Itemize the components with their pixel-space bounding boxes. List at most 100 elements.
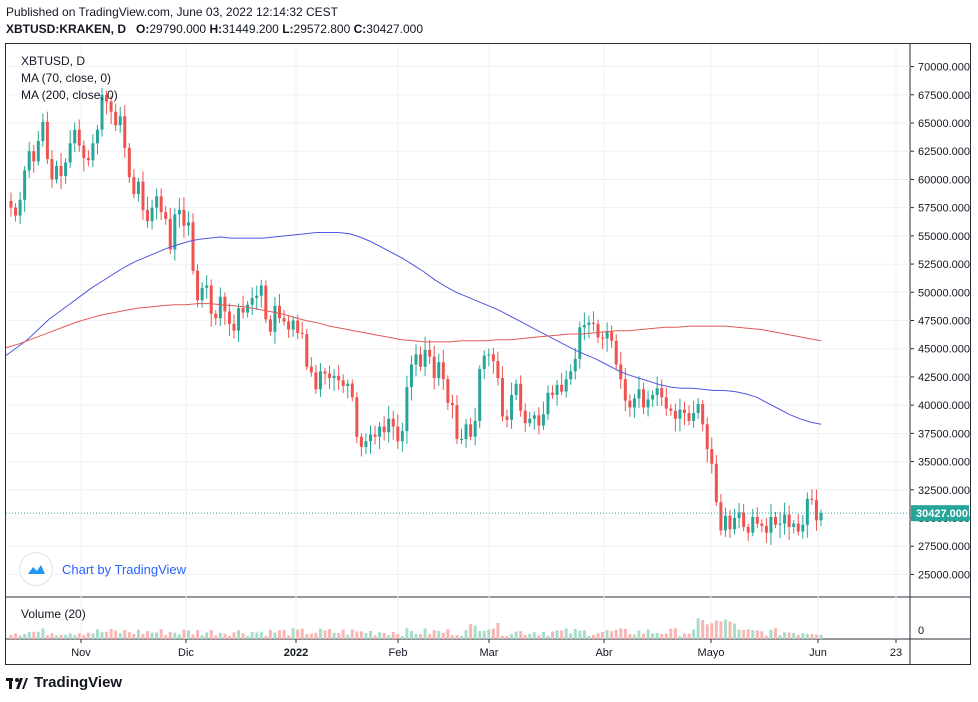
candle-body <box>510 394 514 420</box>
chart-svg[interactable]: 25000.00027500.00030000.00032500.0003500… <box>6 44 970 664</box>
candle-body <box>678 409 682 419</box>
candle-body <box>309 366 313 373</box>
volume-bar <box>746 629 750 639</box>
volume-bar <box>500 635 504 639</box>
candle-body <box>519 383 523 411</box>
volume-bar <box>300 628 304 639</box>
candle-body <box>368 434 372 442</box>
candle-body <box>446 379 450 403</box>
volume-bar <box>810 634 814 639</box>
published-text: Published on TradingView.com, June 03, 2… <box>6 5 338 19</box>
candle-body <box>710 449 714 464</box>
candle-body <box>605 331 609 339</box>
candle-body <box>105 94 109 102</box>
candle-body <box>373 434 377 437</box>
candle-body <box>555 384 559 395</box>
y-tick-label: 40000.000 <box>918 400 970 412</box>
candle-body <box>214 313 218 319</box>
candle-body <box>118 116 122 126</box>
volume-bar <box>118 633 122 639</box>
candle-body <box>341 380 345 386</box>
volume-bar <box>123 630 127 639</box>
volume-bar <box>214 635 218 639</box>
volume-bar <box>755 630 759 639</box>
candle-body <box>109 101 113 112</box>
chart-frame[interactable]: 25000.00027500.00030000.00032500.0003500… <box>5 43 971 665</box>
volume-bar <box>605 629 609 639</box>
y-tick-label: 67500.000 <box>918 90 970 102</box>
candle-body <box>346 383 350 386</box>
volume-bar <box>664 633 668 639</box>
candle-body <box>537 415 541 426</box>
y-tick-label: 62500.000 <box>918 146 970 158</box>
volume-bar <box>396 634 400 639</box>
low-value: 29572.800 <box>293 22 351 36</box>
volume-bar <box>282 629 286 639</box>
candle-body <box>783 514 787 524</box>
x-tick-label: Mar <box>480 647 499 659</box>
candle-body <box>259 285 263 296</box>
volume-bar <box>223 633 227 639</box>
volume-bar <box>487 629 491 639</box>
volume-bar <box>337 632 341 639</box>
legend-ma70: MA (70, close, 0) <box>21 71 112 85</box>
candle-body <box>218 296 222 319</box>
volume-bar <box>541 632 545 639</box>
volume-bar <box>523 635 527 639</box>
tradingview-logo-icon <box>6 677 28 689</box>
volume-bar <box>464 630 468 639</box>
candle-body <box>355 397 359 437</box>
volume-bar <box>95 629 99 639</box>
volume-bar <box>255 632 259 639</box>
candle-body <box>27 151 31 171</box>
candle-body <box>359 436 363 447</box>
volume-bar <box>73 635 77 639</box>
candle-body <box>769 516 773 533</box>
volume-bar <box>100 632 104 639</box>
candle-body <box>291 320 295 330</box>
x-tick-label: 23 <box>890 647 902 659</box>
ma70-line <box>6 232 822 425</box>
candle-body <box>232 323 236 331</box>
volume-bar <box>232 632 236 639</box>
candle-body <box>209 285 213 314</box>
candle-body <box>455 405 459 439</box>
candle-body <box>400 431 404 442</box>
symbol-text: XBTUSD:KRAKEN, D <box>6 22 126 36</box>
candle-body <box>396 426 400 442</box>
y-tick-label: 25000.000 <box>918 569 970 581</box>
candle-body <box>55 165 59 180</box>
volume-bar <box>273 632 277 639</box>
candle-body <box>300 332 304 335</box>
volume-bar <box>378 632 382 639</box>
candle-body <box>528 418 532 424</box>
candle-body <box>432 356 436 379</box>
y-tick-label: 55000.000 <box>918 231 970 243</box>
legend-ma200: MA (200, close, 0) <box>21 88 118 102</box>
candle-body <box>168 218 172 250</box>
candle-body <box>742 512 746 528</box>
candle-body <box>642 389 646 408</box>
volume-bar <box>692 629 696 639</box>
volume-bar <box>205 632 209 639</box>
candle-body <box>150 207 154 222</box>
candle-body <box>146 209 150 222</box>
volume-bar <box>783 632 787 639</box>
candle-body <box>687 413 691 421</box>
candle-body <box>696 404 700 414</box>
legend-symbol: XBTUSD, D <box>21 54 86 68</box>
volume-bar <box>696 618 700 639</box>
candle-body <box>223 296 227 312</box>
volume-bar <box>328 629 332 639</box>
volume-bar <box>532 632 536 639</box>
candle-body <box>182 209 186 226</box>
volume-bar <box>136 629 140 639</box>
tradingview-footer-logo[interactable]: TradingView <box>6 674 122 691</box>
candle-body <box>159 196 163 213</box>
volume-bar <box>769 629 773 639</box>
chart-by-tradingview[interactable]: Chart by TradingView <box>20 553 186 585</box>
candle-body <box>637 389 641 399</box>
candle-body <box>23 170 27 200</box>
volume-bar <box>196 630 200 639</box>
candle-body <box>601 337 605 339</box>
